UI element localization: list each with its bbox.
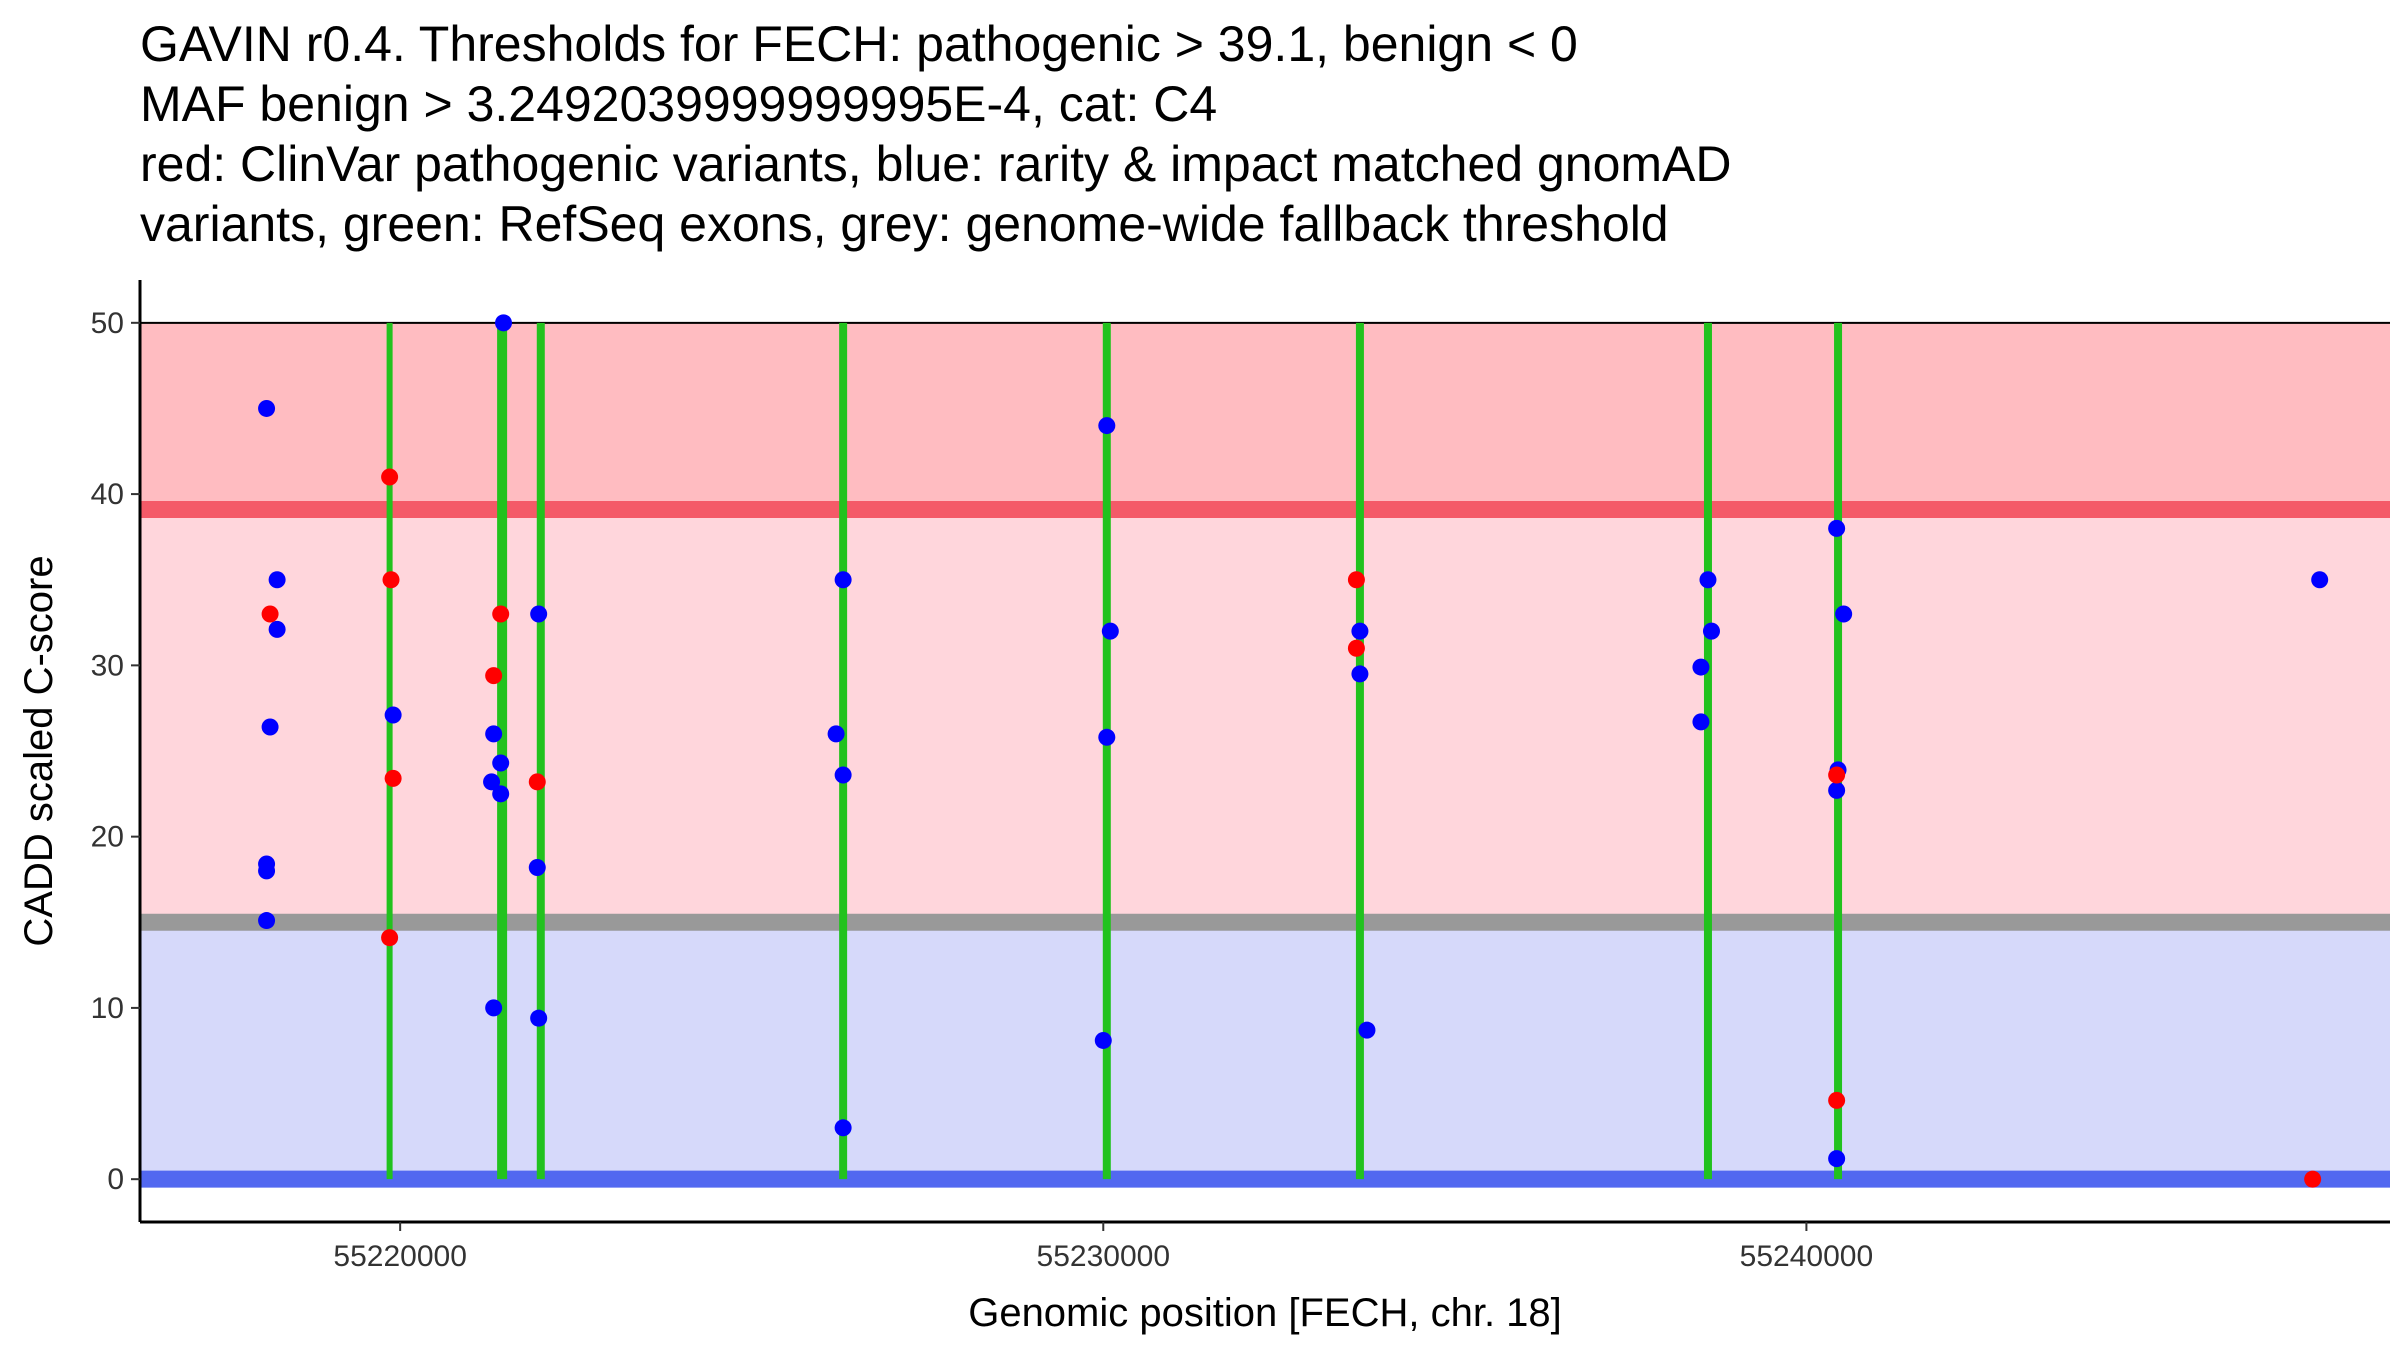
points-layer xyxy=(258,314,2329,1188)
gnomad-point xyxy=(530,1009,548,1027)
title-line-2: MAF benign > 3.2492039999999995E-4, cat:… xyxy=(140,76,1218,132)
x-axis-title: Genomic position [FECH, chr. 18] xyxy=(968,1291,1562,1335)
gnomad-point xyxy=(1828,1150,1846,1168)
clinvar-point xyxy=(1347,639,1365,657)
gnomad-point xyxy=(1351,622,1369,640)
clinvar-point xyxy=(384,769,402,787)
benign-zone xyxy=(140,922,2390,1180)
gnomad-point xyxy=(1098,728,1116,746)
y-tick-label: 10 xyxy=(91,992,124,1025)
clinvar-point xyxy=(381,929,399,947)
gnomad-point xyxy=(485,999,503,1017)
clinvar-point xyxy=(528,773,546,791)
gnomad-point xyxy=(258,862,276,880)
gnomad-point xyxy=(1358,1021,1376,1039)
clinvar-point xyxy=(485,667,503,685)
gnomad-point xyxy=(268,571,286,589)
y-axis-title: CADD scaled C-score xyxy=(17,555,61,946)
gnomad-point xyxy=(1828,519,1846,537)
thresholds-layer xyxy=(140,321,2390,1188)
bands-layer xyxy=(140,322,2390,1180)
gnomad-point xyxy=(495,314,513,332)
clinvar-point xyxy=(1347,571,1365,589)
pathogenic-zone xyxy=(140,322,2390,510)
gnomad-point xyxy=(1692,658,1710,676)
ticks-layer: 0 10 20 30 40 50 55220000 55230000 55240000 xyxy=(91,307,1874,1273)
gnomad-point xyxy=(1828,781,1846,799)
gnomad-point xyxy=(261,718,279,736)
gnomad-point xyxy=(1835,605,1853,623)
gnomad-point xyxy=(258,399,276,417)
gnomad-point xyxy=(834,766,852,784)
gnomad-point xyxy=(530,605,548,623)
x-tick-label: 55220000 xyxy=(333,1240,466,1273)
gnomad-point xyxy=(1101,622,1119,640)
gnomad-point xyxy=(1702,622,1720,640)
y-tick-label: 20 xyxy=(91,821,124,854)
title-line-1: GAVIN r0.4. Thresholds for FECH: pathoge… xyxy=(140,16,1578,72)
gnomad-point xyxy=(485,725,503,743)
clinvar-point xyxy=(1828,766,1846,784)
y-tick-label: 0 xyxy=(107,1163,124,1196)
title-line-3: red: ClinVar pathogenic variants, blue: … xyxy=(140,136,1732,192)
clinvar-point xyxy=(2304,1170,2322,1188)
gnomad-point xyxy=(268,620,286,638)
x-tick-label: 55240000 xyxy=(1740,1240,1873,1273)
likely-pathogenic-zone xyxy=(140,509,2390,923)
clinvar-point xyxy=(1828,1091,1846,1109)
gnomad-point xyxy=(1351,665,1369,683)
exons-layer xyxy=(386,322,1843,1180)
clinvar-point xyxy=(261,605,279,623)
gnomad-point xyxy=(834,571,852,589)
gnomad-point xyxy=(2311,571,2329,589)
gnomad-point xyxy=(1699,571,1717,589)
gnomad-point xyxy=(492,754,510,772)
gnomad-point xyxy=(258,912,276,930)
gnomad-point xyxy=(528,858,546,876)
y-tick-label: 50 xyxy=(91,307,124,340)
gnomad-point xyxy=(827,725,845,743)
gnomad-point xyxy=(1094,1031,1112,1049)
chart-title: GAVIN r0.4. Thresholds for FECH: pathoge… xyxy=(140,14,1731,254)
gnomad-point xyxy=(492,785,510,803)
axes-layer xyxy=(138,280,2390,1224)
x-tick-label: 55230000 xyxy=(1037,1240,1170,1273)
title-line-4: variants, green: RefSeq exons, grey: gen… xyxy=(140,196,1669,252)
gnomad-point xyxy=(1098,417,1116,435)
clinvar-point xyxy=(382,571,400,589)
clinvar-point xyxy=(381,468,399,486)
clinvar-point xyxy=(492,605,510,623)
gnomad-point xyxy=(384,706,402,724)
gnomad-point xyxy=(834,1119,852,1137)
gnomad-point xyxy=(1692,713,1710,731)
y-tick-label: 40 xyxy=(91,478,124,511)
gnomad-point xyxy=(483,773,501,791)
y-tick-label: 30 xyxy=(91,649,124,682)
